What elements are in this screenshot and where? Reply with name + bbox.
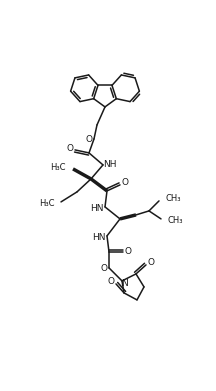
Text: O: O <box>121 178 129 187</box>
Text: O: O <box>124 248 132 256</box>
Text: O: O <box>86 135 92 144</box>
Text: CH₃: CH₃ <box>168 216 184 225</box>
Text: NH: NH <box>103 160 117 169</box>
Text: CH₃: CH₃ <box>166 194 181 203</box>
Text: H₃C: H₃C <box>51 163 66 172</box>
Text: O: O <box>108 277 114 287</box>
Text: HN: HN <box>92 233 106 242</box>
Text: HN: HN <box>90 204 104 213</box>
Text: O: O <box>100 264 108 273</box>
Text: H₃C: H₃C <box>40 199 55 208</box>
Text: N: N <box>122 280 128 289</box>
Text: O: O <box>67 144 73 153</box>
Text: O: O <box>148 258 154 267</box>
